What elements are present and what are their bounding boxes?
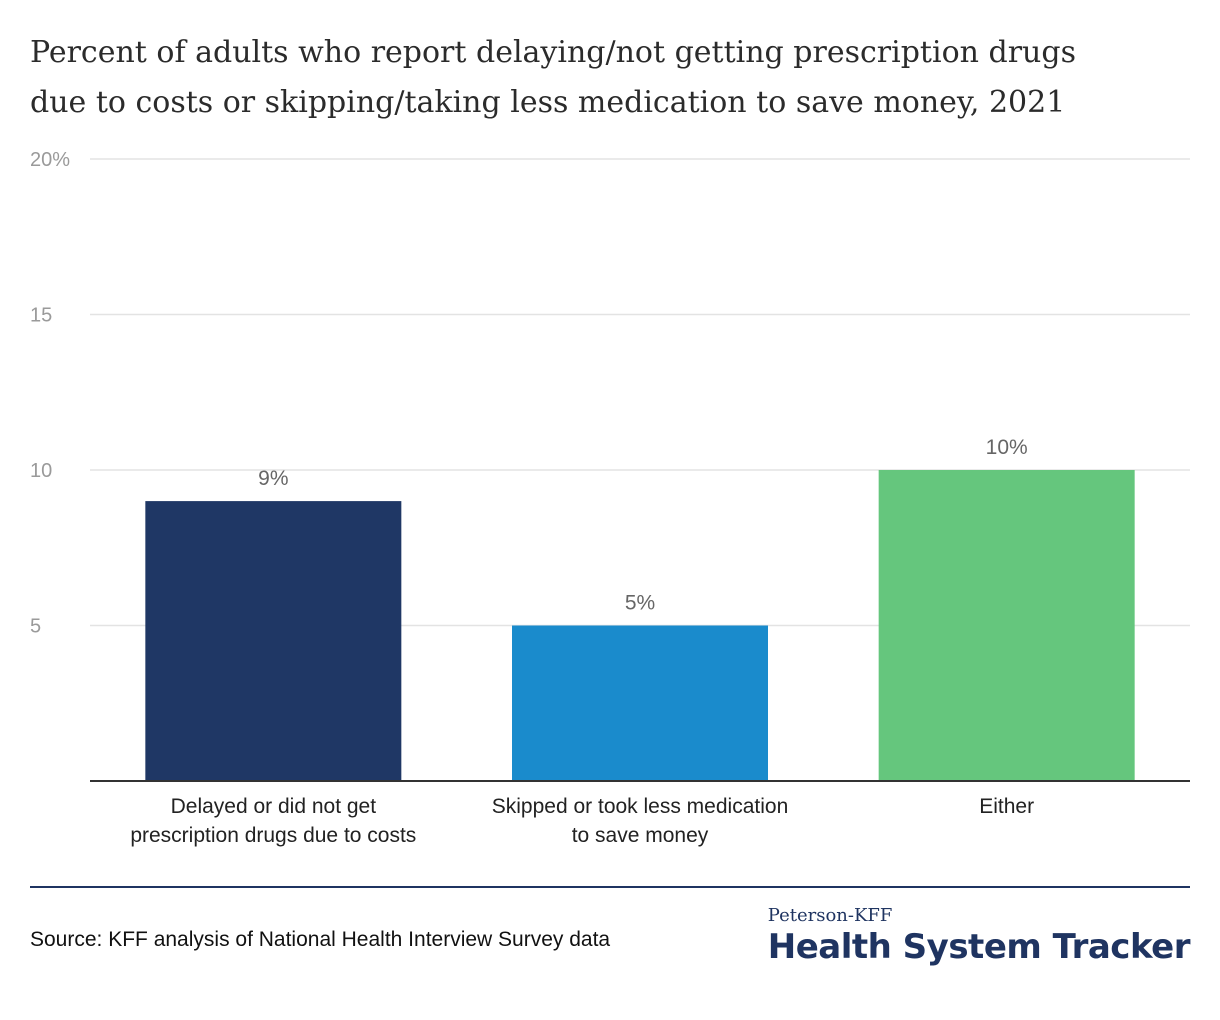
x-category-label: Skipped or took less medication <box>492 795 789 818</box>
chart-title: Percent of adults who report delaying/no… <box>30 28 1200 128</box>
footer-divider <box>30 886 1190 888</box>
y-tick-label: 5 <box>30 616 41 638</box>
brand-kicker: Peterson-KFF <box>767 905 893 926</box>
bar <box>145 501 402 781</box>
x-category-label: prescription drugs due to costs <box>130 824 416 847</box>
chart-title-line-2: due to costs or skipping/taking less med… <box>30 85 1066 120</box>
bar <box>878 470 1135 781</box>
bar-chart: 5 10 15 20% 9% Delayed or did not get prescrip… <box>30 149 1190 847</box>
brand-name: Health System Tracker <box>767 927 1191 967</box>
x-category-label: Either <box>979 795 1034 818</box>
chart-title-line-1: Percent of adults who report delaying/no… <box>30 35 1076 70</box>
data-label: 10% <box>986 436 1028 459</box>
y-tick-label: 10 <box>30 460 52 482</box>
data-label: 9% <box>258 467 288 490</box>
source-note: Source: KFF analysis of National Health … <box>30 928 611 951</box>
bar <box>512 625 768 781</box>
y-tick-label: 20% <box>30 149 70 171</box>
x-category-label: Delayed or did not get <box>171 795 377 818</box>
y-tick-label: 15 <box>30 305 52 327</box>
data-label: 5% <box>625 592 655 615</box>
x-category-label: to save money <box>572 824 709 847</box>
brand-logo: Peterson-KFF Health System Tracker <box>767 904 1191 967</box>
